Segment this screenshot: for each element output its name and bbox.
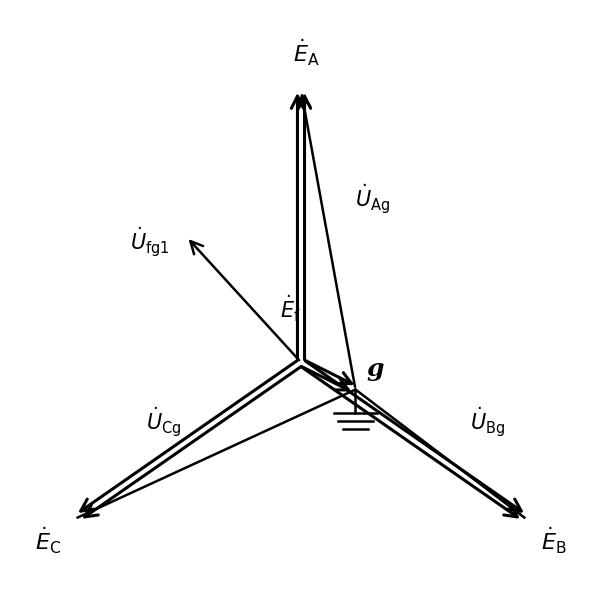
Text: $\dot{E}_{\mathrm{C}}$: $\dot{E}_{\mathrm{C}}$ xyxy=(35,526,61,556)
Text: $\dot{U}_{\mathrm{fg1}}$: $\dot{U}_{\mathrm{fg1}}$ xyxy=(131,226,170,259)
Text: g: g xyxy=(367,358,384,381)
Text: $\dot{E}_{\mathrm{f}}$: $\dot{E}_{\mathrm{f}}$ xyxy=(280,294,301,324)
Text: $\dot{E}_{\mathrm{B}}$: $\dot{E}_{\mathrm{B}}$ xyxy=(541,526,566,556)
Text: $\dot{E}_{\mathrm{A}}$: $\dot{E}_{\mathrm{A}}$ xyxy=(293,37,320,68)
Text: $\dot{U}_{\mathrm{Cg}}$: $\dot{U}_{\mathrm{Cg}}$ xyxy=(146,405,181,439)
Text: $\dot{U}_{\mathrm{Ag}}$: $\dot{U}_{\mathrm{Ag}}$ xyxy=(355,182,391,216)
Text: $\dot{U}_{\mathrm{Bg}}$: $\dot{U}_{\mathrm{Bg}}$ xyxy=(470,405,505,439)
